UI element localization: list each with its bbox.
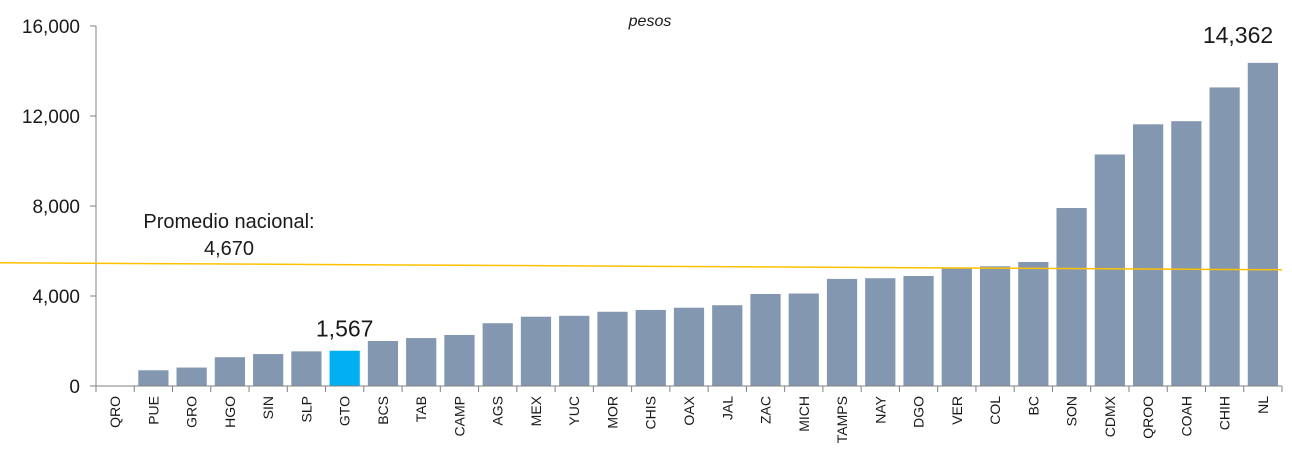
chart-subtitle: pesos: [628, 13, 672, 30]
reference-line-group: Promedio nacional: 4,670: [0, 211, 1283, 271]
x-tick-label: BCS: [375, 396, 391, 425]
bar-nl: [1247, 62, 1278, 386]
bar-slp: [291, 351, 322, 386]
bar-qroo: [1132, 124, 1164, 386]
data-label-nl: 14,362: [1203, 22, 1273, 48]
x-tick-label: SON: [1064, 396, 1080, 426]
y-axis: 0 4,000 8,000 12,000 16,000: [22, 17, 97, 398]
bar-zac: [750, 293, 781, 386]
bar-oax: [673, 307, 705, 386]
x-tick-label: ZAC: [758, 396, 774, 424]
y-tick-label: 0: [69, 377, 80, 398]
x-tick-label: DGO: [911, 396, 927, 428]
x-tick-label: NL: [1255, 396, 1271, 414]
bar-yuc: [559, 315, 590, 386]
x-tick-label: CDMX: [1102, 395, 1118, 437]
x-tick-label: BC: [1025, 396, 1041, 415]
x-tick-label: VER: [949, 396, 965, 425]
bar-son: [1056, 208, 1087, 386]
x-tick-label: SIN: [260, 396, 276, 419]
x-axis: QRO PUE GRO HGO SIN SLP GTO BCS TAB CAMP AGS MEX YUC…: [95, 385, 1283, 443]
bar-tamps: [826, 278, 858, 386]
bar-tab: [406, 338, 437, 386]
bar-ver: [941, 268, 972, 386]
x-tick-label: MICH: [796, 396, 812, 432]
x-tick-label: NAY: [872, 395, 888, 423]
bars-group: [138, 62, 1278, 387]
bar-gro: [176, 367, 207, 386]
x-tick-label: AGS: [490, 396, 506, 426]
bar-mor: [597, 311, 628, 386]
y-tick-label: 16,000: [22, 17, 80, 38]
bar-jal: [712, 305, 743, 386]
bar-camp: [444, 334, 475, 386]
x-tick-label: JAL: [719, 396, 735, 420]
x-tick-label: PUE: [145, 396, 161, 425]
bar-mich: [788, 293, 819, 386]
x-tick-label: OAX: [681, 395, 697, 425]
bar-cdmx: [1094, 154, 1125, 386]
bar-nay: [865, 278, 896, 386]
x-tick-label: QROO: [1140, 396, 1156, 439]
bar-gto: [329, 350, 360, 386]
bar-chis: [635, 309, 666, 386]
y-tick-label: 4,000: [32, 287, 80, 308]
reference-line-label: Promedio nacional:: [143, 211, 314, 233]
x-tick-label: CHIS: [643, 396, 659, 429]
x-tick-label: HGO: [222, 396, 238, 428]
y-tick-label: 12,000: [22, 107, 80, 128]
bar-col: [979, 266, 1011, 386]
x-tick-label: YUC: [566, 396, 582, 426]
bar-hgo: [214, 357, 246, 386]
x-tick-label: MEX: [528, 395, 544, 426]
x-tick-label: MOR: [604, 396, 620, 429]
bar-pue: [138, 370, 169, 386]
x-tick-label: TAB: [413, 396, 429, 422]
x-tick-label: GRO: [184, 396, 200, 428]
y-tick-label: 8,000: [32, 197, 80, 218]
x-tick-label: GTO: [337, 396, 353, 426]
bar-ags: [482, 323, 513, 386]
bar-sin: [253, 354, 284, 386]
x-tick-label: QRO: [107, 396, 123, 428]
x-tick-label: COAH: [1178, 396, 1194, 436]
bar-chih: [1209, 87, 1240, 387]
bar-bcs: [367, 341, 399, 386]
annotations-group: 1,567 14,362: [316, 22, 1273, 342]
data-label-gto: 1,567: [316, 316, 374, 342]
bar-dgo: [903, 275, 934, 386]
bar-bc: [1018, 262, 1049, 386]
bar-mex: [520, 316, 552, 386]
x-tick-label: COL: [987, 396, 1003, 425]
x-tick-label: CHIH: [1217, 396, 1233, 430]
bar-coah: [1171, 121, 1202, 387]
x-tick-label: CAMP: [451, 396, 467, 436]
x-tick-label: SLP: [298, 396, 314, 422]
reference-line-value: 4,670: [204, 238, 254, 260]
x-tick-label: TAMPS: [834, 396, 850, 443]
average-reference-line: [0, 262, 1283, 271]
